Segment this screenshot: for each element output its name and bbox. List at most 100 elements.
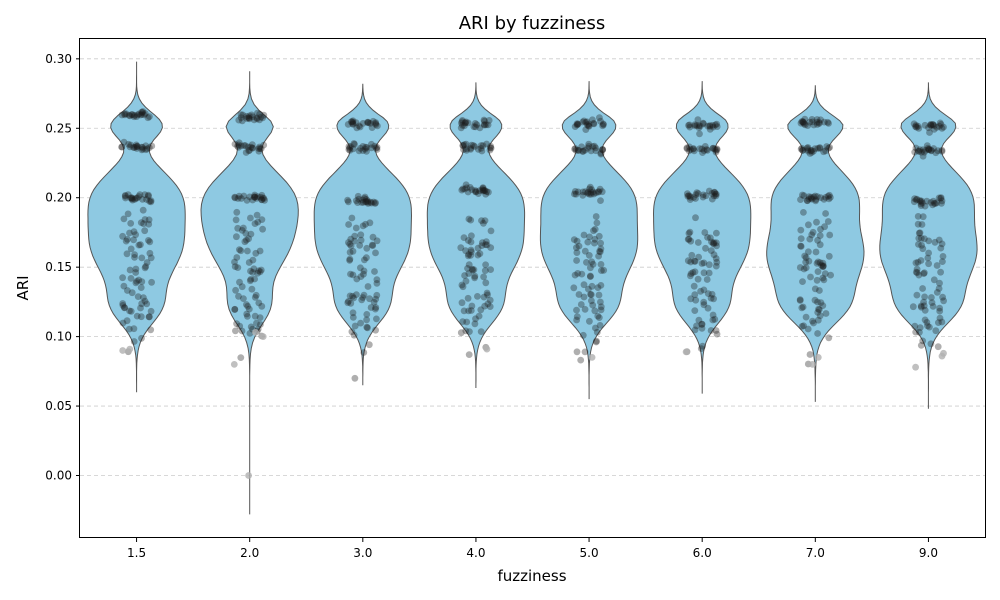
data-point bbox=[251, 275, 258, 283]
data-point bbox=[927, 199, 935, 206]
data-point bbox=[825, 144, 832, 152]
data-point bbox=[820, 262, 827, 270]
data-point bbox=[921, 235, 928, 243]
data-point bbox=[463, 184, 471, 192]
data-point bbox=[121, 304, 128, 311]
data-point bbox=[143, 300, 151, 308]
data-point bbox=[470, 142, 477, 149]
data-point bbox=[139, 206, 147, 214]
data-point bbox=[362, 198, 369, 206]
data-point bbox=[930, 276, 938, 284]
data-point bbox=[595, 232, 603, 240]
data-point bbox=[708, 238, 715, 246]
data-point bbox=[366, 295, 373, 303]
data-point bbox=[346, 255, 354, 263]
data-point bbox=[811, 296, 819, 304]
y-tick-label: 0.10 bbox=[45, 330, 72, 344]
data-point bbox=[147, 197, 155, 205]
data-point bbox=[258, 191, 266, 199]
data-point bbox=[143, 145, 151, 153]
data-point bbox=[120, 138, 128, 146]
data-point bbox=[685, 122, 692, 129]
data-point bbox=[589, 301, 597, 309]
data-point bbox=[796, 296, 804, 303]
data-point bbox=[694, 239, 702, 246]
data-point bbox=[702, 244, 709, 252]
data-point bbox=[912, 123, 919, 130]
data-point bbox=[476, 250, 484, 257]
data-point bbox=[471, 120, 479, 127]
data-point bbox=[808, 149, 816, 156]
data-point bbox=[234, 142, 242, 150]
data-point bbox=[700, 147, 708, 155]
data-point bbox=[349, 271, 357, 279]
data-point bbox=[706, 123, 714, 130]
data-point bbox=[138, 143, 146, 151]
data-point bbox=[462, 247, 469, 255]
data-point bbox=[797, 119, 805, 127]
data-point bbox=[243, 196, 251, 204]
data-point bbox=[481, 302, 489, 310]
data-point bbox=[148, 142, 156, 150]
data-point bbox=[464, 119, 472, 127]
data-point bbox=[579, 147, 587, 155]
data-point bbox=[818, 262, 825, 269]
data-point bbox=[915, 271, 923, 279]
data-point bbox=[599, 146, 607, 154]
data-point bbox=[373, 291, 381, 299]
data-point bbox=[477, 145, 485, 152]
data-point bbox=[921, 202, 929, 210]
data-point bbox=[704, 304, 712, 312]
data-point bbox=[247, 276, 255, 283]
data-point bbox=[478, 217, 485, 225]
data-point bbox=[248, 141, 256, 149]
data-point bbox=[472, 188, 479, 196]
data-point bbox=[370, 298, 378, 306]
data-point bbox=[468, 186, 476, 194]
data-point bbox=[126, 229, 133, 237]
data-point bbox=[816, 232, 824, 240]
data-point bbox=[349, 117, 357, 125]
data-point bbox=[592, 324, 599, 332]
data-point bbox=[133, 142, 141, 150]
data-point bbox=[585, 120, 593, 128]
data-point bbox=[696, 145, 704, 153]
data-point bbox=[914, 258, 922, 266]
data-point bbox=[694, 190, 702, 197]
data-point bbox=[913, 265, 921, 273]
data-point bbox=[817, 116, 824, 124]
data-point bbox=[801, 252, 809, 260]
data-point bbox=[806, 351, 814, 358]
data-point bbox=[931, 238, 939, 246]
data-point bbox=[254, 109, 261, 117]
data-point bbox=[808, 116, 816, 123]
data-point bbox=[820, 118, 828, 126]
data-point bbox=[261, 196, 268, 204]
data-point bbox=[691, 257, 698, 265]
data-point bbox=[260, 111, 268, 119]
data-point bbox=[350, 294, 357, 302]
data-point bbox=[372, 120, 379, 127]
data-point bbox=[479, 184, 487, 192]
x-axis-ticks: 1.5 2.0 3.0 4.0 5.0 6.0 7.0 9.0 bbox=[127, 538, 938, 560]
data-point bbox=[593, 337, 600, 345]
data-point bbox=[364, 119, 371, 126]
data-point bbox=[934, 147, 942, 155]
data-point bbox=[365, 119, 372, 127]
data-point bbox=[347, 270, 354, 278]
data-point bbox=[589, 143, 597, 150]
data-point bbox=[482, 261, 489, 269]
data-point bbox=[916, 146, 924, 154]
data-point bbox=[701, 229, 709, 236]
data-point bbox=[357, 236, 365, 244]
data-point bbox=[816, 287, 823, 294]
data-point bbox=[133, 145, 141, 152]
data-point bbox=[914, 220, 922, 228]
data-point bbox=[346, 240, 354, 248]
data-point bbox=[586, 185, 593, 193]
data-point bbox=[809, 118, 816, 126]
data-point bbox=[346, 146, 354, 154]
data-point bbox=[474, 146, 482, 153]
data-point bbox=[141, 216, 149, 223]
plot-frame bbox=[79, 38, 986, 538]
